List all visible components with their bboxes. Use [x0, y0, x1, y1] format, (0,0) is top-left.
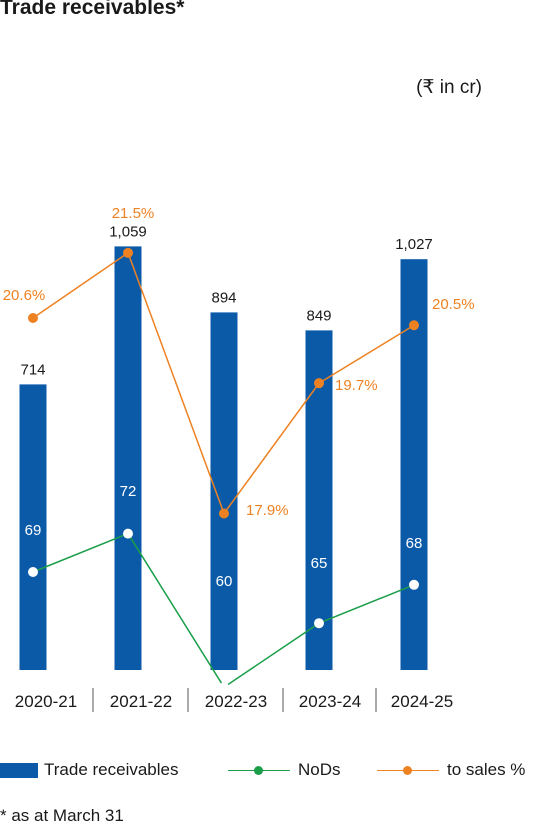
x-tick-label: 2020-21 — [15, 692, 77, 711]
sales-pct-point — [314, 378, 324, 389]
x-tick-label: 2023-24 — [299, 692, 361, 711]
sales-pct-value-label: 19.7% — [335, 377, 378, 394]
legend-label: NoDs — [298, 760, 341, 779]
nods-value-label: 60 — [216, 573, 233, 590]
legend-item-nods: NoDs — [228, 760, 341, 780]
sales-pct-point — [123, 247, 133, 258]
nods-point — [28, 567, 38, 577]
unit-label: (₹ in cr) — [416, 77, 482, 98]
bar-value-label: 1,027 — [395, 236, 433, 253]
sales-pct-point — [219, 508, 229, 519]
legend-label: Trade receivables — [44, 760, 179, 779]
legend-item-sales-pct: to sales % — [377, 760, 525, 780]
bar-2021-22 — [114, 246, 142, 670]
bar-value-label: 1,059 — [109, 223, 147, 240]
bar-2020-21 — [19, 384, 47, 670]
sales-pct-point — [28, 313, 38, 323]
sales-pct-value-label: 20.5% — [432, 296, 475, 313]
legend-item-trade-receivables: Trade receivables — [0, 760, 179, 780]
sales-pct-value-label: 17.9% — [246, 502, 289, 519]
legend-bar-swatch — [0, 762, 38, 778]
bar-value-label: 894 — [211, 289, 236, 306]
chart-title: Trade receivables* — [0, 0, 185, 19]
nods-value-label: 65 — [311, 555, 328, 572]
legend-label: to sales % — [447, 760, 526, 779]
nods-value-label: 68 — [406, 535, 423, 552]
footnote: * as at March 31 — [0, 806, 124, 825]
trade-receivables-chart: 714 1,059 894 849 1,027 69 72 60 65 68 20.6% 21.5% 1… — [3, 205, 475, 712]
legend-line-orange-icon — [377, 763, 439, 778]
nods-point — [219, 682, 229, 693]
sales-pct-point — [409, 320, 419, 331]
nods-point — [409, 579, 419, 590]
bar-value-label: 849 — [306, 307, 331, 324]
bar-2022-23 — [210, 312, 238, 670]
legend-line-green-icon — [228, 763, 290, 778]
nods-value-label: 72 — [120, 483, 137, 500]
sales-pct-value-label: 21.5% — [112, 205, 155, 222]
nods-point — [123, 528, 133, 539]
nods-point — [314, 618, 324, 629]
bar-value-label: 714 — [20, 361, 45, 378]
x-tick-label: 2024-25 — [391, 692, 453, 711]
chart-legend: Trade receivables NoDs to sales % — [0, 760, 536, 784]
x-tick-label: 2021-22 — [110, 692, 172, 711]
x-tick-label: 2022-23 — [205, 692, 267, 711]
sales-pct-value-label: 20.6% — [3, 287, 46, 304]
nods-value-label: 69 — [25, 522, 42, 539]
